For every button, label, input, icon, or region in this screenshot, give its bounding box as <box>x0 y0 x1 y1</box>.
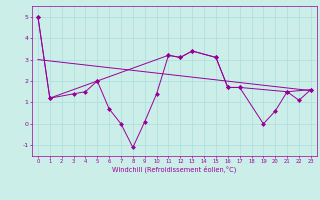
X-axis label: Windchill (Refroidissement éolien,°C): Windchill (Refroidissement éolien,°C) <box>112 166 236 173</box>
